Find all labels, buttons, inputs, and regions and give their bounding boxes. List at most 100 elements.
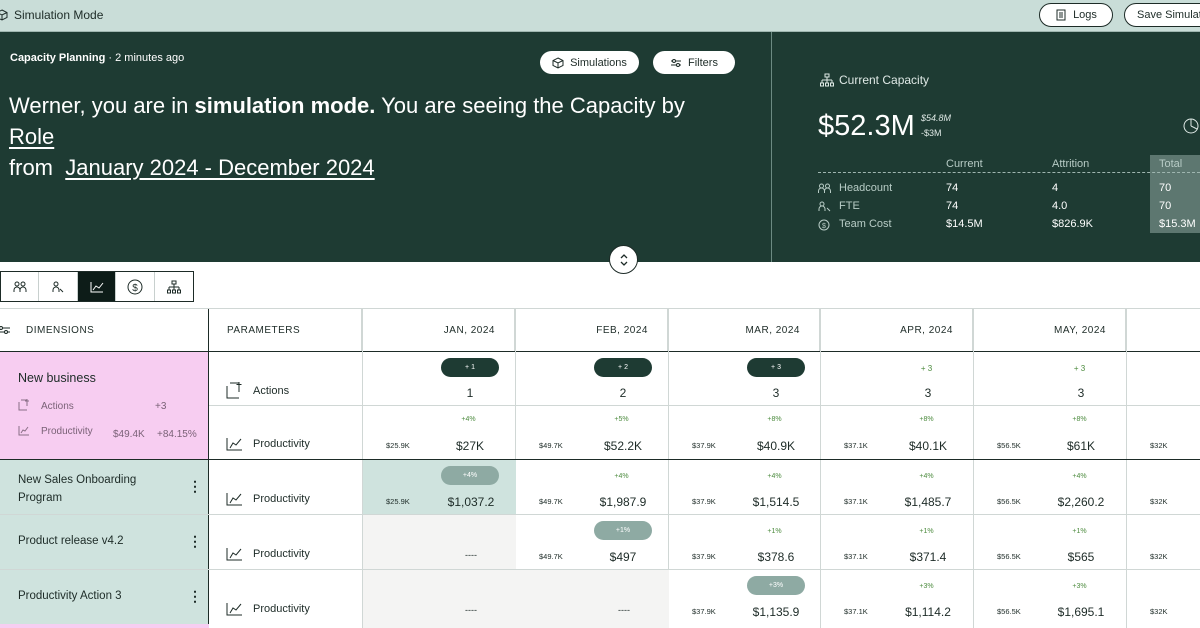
- productivity-cell[interactable]: +4% $37.1K $1,485.7: [820, 460, 973, 514]
- projected-value: ----: [465, 605, 477, 615]
- more-options-icon[interactable]: ⋮: [188, 588, 202, 604]
- baseline-value: $37.9K: [692, 607, 716, 616]
- baseline-value: $32K: [1150, 441, 1168, 450]
- pct-pill[interactable]: +4%: [441, 466, 499, 485]
- pct-change: +4%: [614, 473, 629, 480]
- param-productivity: Productivity: [226, 437, 310, 451]
- breadcrumb: Capacity Planning · 2 minutes ago: [10, 52, 184, 64]
- column-divider: [973, 309, 974, 628]
- baseline-value: $37.1K: [844, 441, 868, 450]
- productivity-cell[interactable]: $32K: [1126, 515, 1200, 569]
- productivity-cell[interactable]: $32K: [1126, 406, 1200, 459]
- productivity-cell[interactable]: +3% $37.9K $1,135.9: [668, 570, 821, 628]
- cube-icon: [0, 9, 8, 21]
- chart-line-icon: [226, 548, 242, 561]
- chart-line-icon: [226, 603, 242, 616]
- pct-change: +1%: [767, 528, 782, 535]
- actions-summary-count: +3: [155, 401, 167, 412]
- baseline-value: $49.7K: [539, 441, 563, 450]
- pct-change: +8%: [1072, 416, 1087, 423]
- parameters-header: PARAMETERS: [209, 309, 362, 351]
- collapse-hero-button[interactable]: [609, 245, 638, 274]
- action-pill[interactable]: + 1: [441, 358, 499, 377]
- projected-value: $27K: [455, 439, 485, 453]
- tab-productivity[interactable]: [77, 272, 117, 301]
- actions-cell[interactable]: + 2 2: [515, 352, 668, 407]
- pct-change: +4%: [1072, 473, 1087, 480]
- tab-org[interactable]: [155, 272, 193, 301]
- total-header: Total: [1159, 158, 1183, 170]
- action-pill[interactable]: + 2: [594, 358, 652, 377]
- pct-change: +1%: [1072, 528, 1087, 535]
- dimension-product-release[interactable]: Product release v4.2 ⋮: [0, 515, 209, 569]
- action-pill[interactable]: + 3: [747, 358, 805, 377]
- productivity-cell[interactable]: +3% $56.5K $1,695.1: [973, 570, 1126, 628]
- productivity-cell[interactable]: ----: [363, 515, 516, 569]
- pct-pill[interactable]: +3%: [747, 576, 805, 595]
- productivity-cell[interactable]: +4% $25.9K $1,037.2: [363, 460, 516, 514]
- productivity-cell[interactable]: +1% $49.7K $497: [515, 515, 668, 569]
- dimension-title-line: New Sales Onboarding: [18, 474, 137, 486]
- productivity-cell[interactable]: +5% $49.7K $52.2K: [515, 406, 668, 459]
- pct-change: +8%: [767, 416, 782, 423]
- svg-text:$: $: [822, 223, 826, 230]
- total-column-highlight: [1150, 155, 1200, 233]
- tab-cost[interactable]: $: [116, 272, 155, 301]
- column-divider: [362, 309, 363, 628]
- productivity-cell[interactable]: $32K: [1126, 570, 1200, 628]
- sliders-icon[interactable]: [0, 325, 10, 335]
- dimension-new-business[interactable]: New business Actions +3 Productivity $49…: [0, 352, 209, 459]
- productivity-cell[interactable]: ----: [516, 570, 669, 628]
- filters-button[interactable]: Filters: [653, 51, 735, 74]
- projected-value: $1,037.2: [447, 495, 495, 509]
- logs-button[interactable]: Logs: [1039, 3, 1113, 27]
- more-options-icon[interactable]: ⋮: [188, 478, 202, 494]
- dimension-productivity-action-3[interactable]: Productivity Action 3 ⋮: [0, 570, 209, 628]
- productivity-cell[interactable]: +1% $37.9K $378.6: [668, 515, 821, 569]
- baseline-value: $37.9K: [692, 441, 716, 450]
- productivity-cell[interactable]: +4% $25.9K $27K: [362, 406, 515, 459]
- date-range-selector[interactable]: January 2024 - December 2024: [65, 155, 375, 180]
- projected-value: $1,987.9: [599, 495, 647, 509]
- person-icon: [818, 201, 831, 212]
- actions-cell[interactable]: + 3 3: [668, 352, 821, 407]
- productivity-cell[interactable]: +4% $37.9K $1,514.5: [668, 460, 821, 514]
- actions-cell[interactable]: + 3 3: [820, 352, 973, 407]
- productivity-cell[interactable]: +4% $56.5K $2,260.2: [973, 460, 1126, 514]
- projected-value: ----: [618, 605, 630, 615]
- dimension-new-sales-onboarding[interactable]: New Sales Onboarding Program ⋮: [0, 460, 209, 514]
- productivity-cell[interactable]: $32K: [1126, 460, 1200, 514]
- column-divider: [820, 309, 821, 628]
- productivity-cell[interactable]: ----: [363, 570, 516, 628]
- actions-cell[interactable]: + 1 1: [362, 352, 515, 407]
- role-selector[interactable]: Role: [9, 124, 55, 149]
- tab-headcount[interactable]: [1, 272, 40, 301]
- capacity-divider: [818, 172, 1200, 173]
- tab-fte[interactable]: [39, 272, 78, 301]
- pct-pill[interactable]: +1%: [594, 521, 652, 540]
- attrition-header: Attrition: [1052, 158, 1090, 170]
- productivity-cell[interactable]: +4% $49.7K $1,987.9: [515, 460, 668, 514]
- headline-part: from: [9, 155, 60, 180]
- productivity-cell[interactable]: +8% $37.1K $40.1K: [820, 406, 973, 459]
- save-simulation-button[interactable]: Save Simulation: [1124, 3, 1200, 27]
- pie-icon[interactable]: [1183, 118, 1199, 134]
- month-header: MAR, 2024: [668, 309, 820, 351]
- pct-change: +3%: [919, 583, 934, 590]
- fte-current: 74: [946, 200, 959, 212]
- chart-line-icon: [90, 281, 103, 292]
- org-chart-icon: [820, 73, 834, 87]
- actions-cell[interactable]: + 3 3: [973, 352, 1126, 407]
- headcount-current: 74: [946, 182, 959, 194]
- simulations-button[interactable]: Simulations: [540, 51, 639, 74]
- productivity-cell[interactable]: +8% $56.5K $61K: [973, 406, 1126, 459]
- productivity-cell[interactable]: +1% $37.1K $371.4: [820, 515, 973, 569]
- productivity-cell[interactable]: +8% $37.9K $40.9K: [668, 406, 821, 459]
- dimension-title: Product release v4.2: [18, 535, 124, 547]
- productivity-cell[interactable]: +3% $37.1K $1,114.2: [820, 570, 973, 628]
- productivity-cell[interactable]: +1% $56.5K $565: [973, 515, 1126, 569]
- more-options-icon[interactable]: ⋮: [188, 533, 202, 549]
- add-action-icon: [18, 399, 29, 411]
- projected-value: $61K: [1066, 439, 1096, 453]
- planning-grid: DIMENSIONS PARAMETERS JAN, 2024 FEB, 202…: [0, 308, 1200, 628]
